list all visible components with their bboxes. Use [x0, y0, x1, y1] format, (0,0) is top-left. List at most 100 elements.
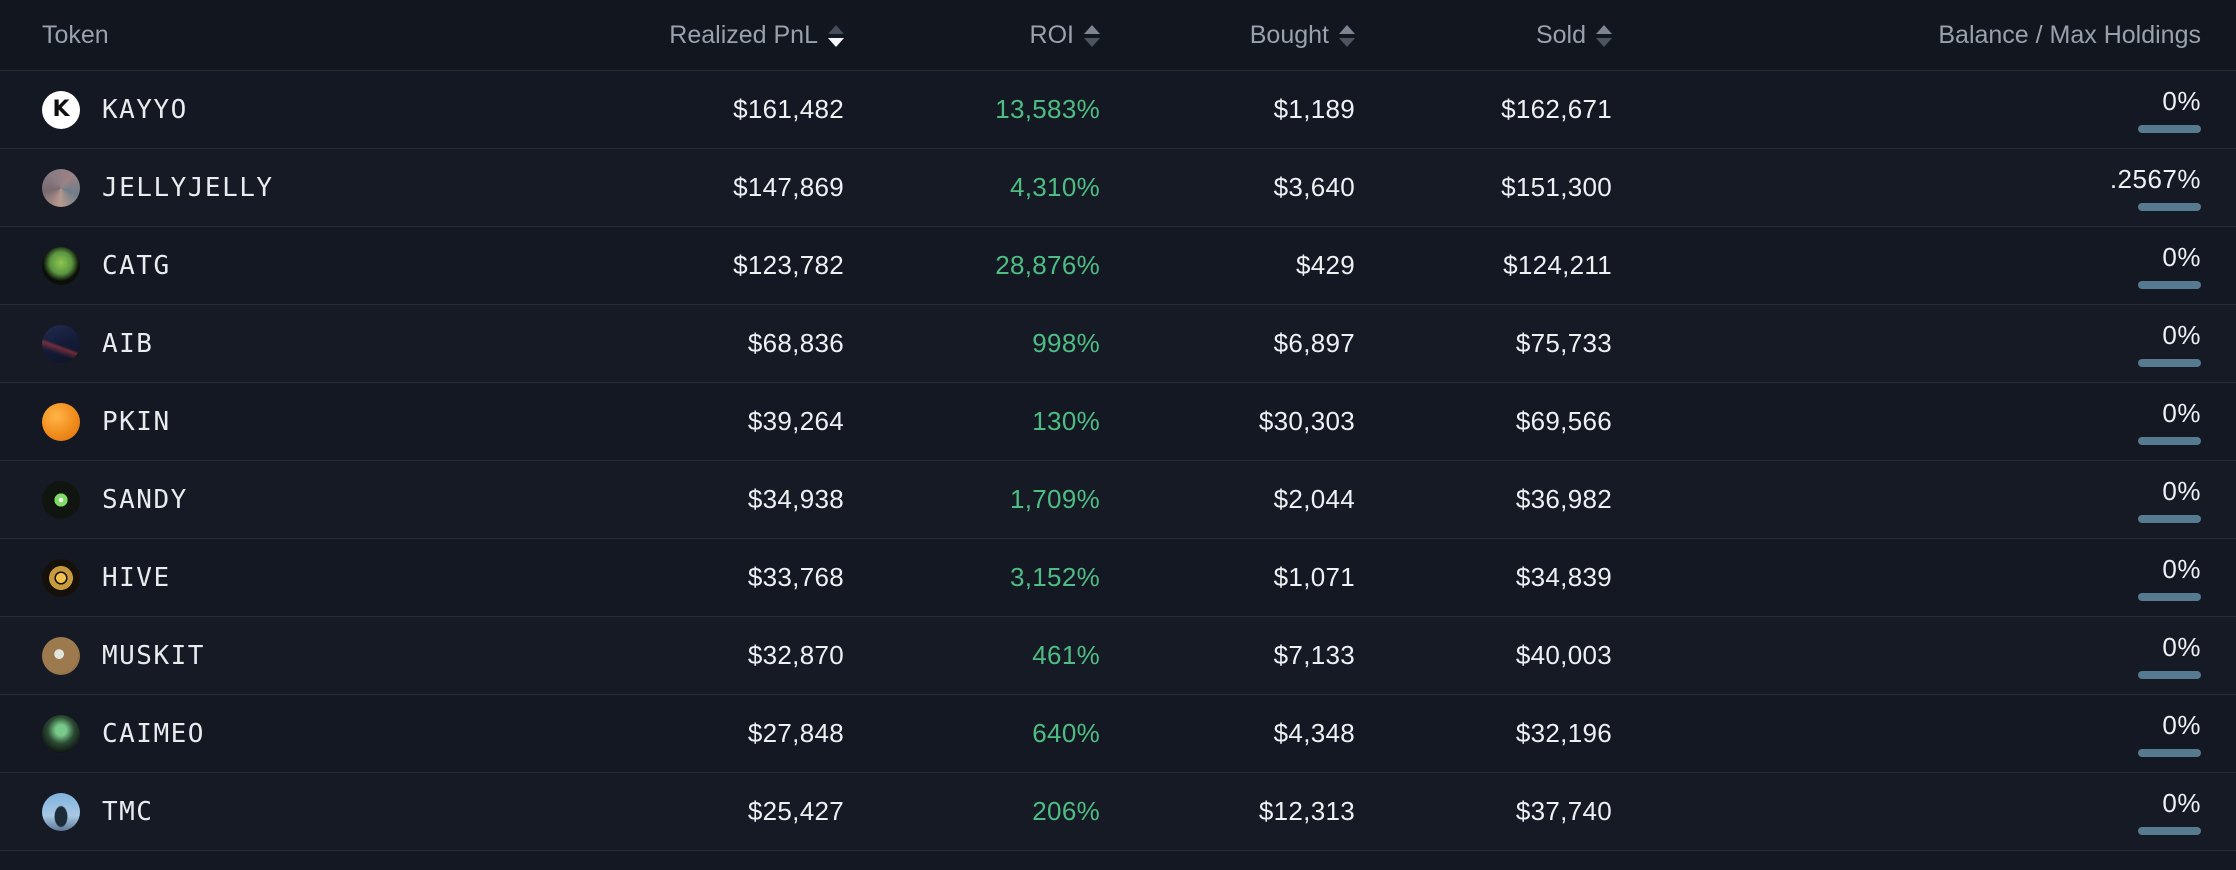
- balance-value: .2567%: [2109, 164, 2201, 194]
- column-header-roi[interactable]: ROI: [844, 21, 1100, 50]
- bought-value: $3,640: [1273, 172, 1355, 202]
- balance-bar: [2138, 437, 2201, 445]
- bought-value: $1,071: [1273, 562, 1355, 592]
- token-avatar-hive-honeycomb: [42, 558, 80, 597]
- balance-bar: [2138, 749, 2201, 757]
- sort-desc-icon: [1084, 38, 1100, 47]
- table-row[interactable]: K KAYYO $161,482 13,583% $1,189 $162,671…: [0, 70, 2236, 148]
- table-row[interactable]: SANDY $34,938 1,709% $2,044 $36,982 0%: [0, 460, 2236, 538]
- sold-value: $124,211: [1503, 250, 1612, 280]
- roi-value: 640%: [1032, 718, 1100, 748]
- roi-value: 130%: [1032, 406, 1100, 436]
- token-name: HIVE: [102, 562, 171, 593]
- sold-value: $151,300: [1501, 172, 1612, 202]
- realized-pnl-value: $33,768: [747, 562, 844, 592]
- table-row[interactable]: AIB $68,836 998% $6,897 $75,733 0%: [0, 304, 2236, 382]
- balance-value: 0%: [2162, 242, 2201, 272]
- bought-value: $429: [1295, 250, 1355, 280]
- sort-asc-icon: [828, 25, 844, 34]
- token-name: MUSKIT: [102, 640, 205, 671]
- column-header-sold[interactable]: Sold: [1355, 21, 1612, 50]
- balance-cell: 0%: [1612, 398, 2201, 445]
- table-row[interactable]: TMC $25,427 206% $12,313 $37,740 0%: [0, 772, 2236, 850]
- table-row[interactable]: MUSKIT $32,870 461% $7,133 $40,003 0%: [0, 616, 2236, 694]
- bought-value: $2,044: [1273, 484, 1355, 514]
- balance-cell: 0%: [1612, 86, 2201, 133]
- sort-desc-icon: [828, 38, 844, 47]
- column-header-balance-max-holdings: Balance / Max Holdings: [1612, 21, 2201, 50]
- token-name: PKIN: [102, 406, 171, 437]
- sold-value: $36,982: [1515, 484, 1612, 514]
- balance-value: 0%: [2162, 398, 2201, 428]
- sold-value: $32,196: [1515, 718, 1612, 748]
- sold-value: $75,733: [1515, 328, 1612, 358]
- sold-value: $34,839: [1515, 562, 1612, 592]
- token-cell: CATG: [42, 246, 542, 285]
- balance-value: 0%: [2162, 710, 2201, 740]
- sold-value: $162,671: [1501, 94, 1612, 124]
- table-row[interactable]: JELLYJELLY $147,869 4,310% $3,640 $151,3…: [0, 148, 2236, 226]
- balance-bar: [2138, 827, 2201, 835]
- sort-desc-icon: [1339, 38, 1355, 47]
- column-header-label: Realized PnL: [669, 20, 818, 49]
- table-row[interactable]: CATG $123,782 28,876% $429 $124,211 0%: [0, 226, 2236, 304]
- token-cell: SANDY: [42, 480, 542, 519]
- sort-arrows-icon: [828, 25, 844, 47]
- sort-arrows-icon: [1339, 25, 1355, 47]
- token-cell: AIB: [42, 324, 542, 363]
- token-cell: PKIN: [42, 402, 542, 441]
- token-name: CATG: [102, 250, 171, 281]
- column-header-label: Balance / Max Holdings: [1938, 20, 2201, 49]
- realized-pnl-value: $32,870: [747, 640, 844, 670]
- realized-pnl-value: $123,782: [733, 250, 844, 280]
- token-avatar-aib-poster: [42, 324, 80, 363]
- bought-value: $1,189: [1273, 94, 1355, 124]
- balance-cell: 0%: [1612, 476, 2201, 523]
- realized-pnl-value: $39,264: [747, 406, 844, 436]
- bought-value: $6,897: [1273, 328, 1355, 358]
- balance-cell: 0%: [1612, 788, 2201, 835]
- table-body: K KAYYO $161,482 13,583% $1,189 $162,671…: [0, 70, 2236, 850]
- balance-bar: [2138, 203, 2201, 211]
- sold-value: $69,566: [1515, 406, 1612, 436]
- token-cell: HIVE: [42, 558, 542, 597]
- roi-value: 461%: [1032, 640, 1100, 670]
- token-name: AIB: [102, 328, 154, 359]
- column-header-realized-pnl[interactable]: Realized PnL: [542, 21, 844, 50]
- roi-value: 13,583%: [995, 94, 1100, 124]
- partial-next-row: [0, 850, 2236, 870]
- balance-value: 0%: [2162, 476, 2201, 506]
- table-row[interactable]: HIVE $33,768 3,152% $1,071 $34,839 0%: [0, 538, 2236, 616]
- balance-cell: .2567%: [1612, 164, 2201, 211]
- token-avatar-catg-green-cat: [42, 246, 80, 285]
- roi-value: 1,709%: [1010, 484, 1100, 514]
- token-name: JELLYJELLY: [102, 172, 274, 203]
- bought-value: $30,303: [1258, 406, 1355, 436]
- sort-asc-icon: [1084, 25, 1100, 34]
- balance-bar: [2138, 671, 2201, 679]
- balance-bar: [2138, 515, 2201, 523]
- sort-asc-icon: [1339, 25, 1355, 34]
- sort-desc-icon: [1596, 38, 1612, 47]
- balance-cell: 0%: [1612, 320, 2201, 367]
- sort-arrows-icon: [1084, 25, 1100, 47]
- token-avatar-caimeo-terminal: [42, 714, 80, 753]
- token-name: CAIMEO: [102, 718, 205, 749]
- realized-pnl-value: $25,427: [747, 796, 844, 826]
- realized-pnl-value: $34,938: [747, 484, 844, 514]
- sold-value: $40,003: [1515, 640, 1612, 670]
- token-name: KAYYO: [102, 94, 188, 125]
- realized-pnl-value: $68,836: [747, 328, 844, 358]
- table-row[interactable]: CAIMEO $27,848 640% $4,348 $32,196 0%: [0, 694, 2236, 772]
- balance-value: 0%: [2162, 320, 2201, 350]
- column-header-bought[interactable]: Bought: [1100, 21, 1355, 50]
- table-row[interactable]: PKIN $39,264 130% $30,303 $69,566 0%: [0, 382, 2236, 460]
- column-header-label: Sold: [1535, 20, 1586, 49]
- column-header-label: Token: [42, 20, 109, 49]
- token-avatar-tmc-figure-sky: [42, 792, 80, 831]
- balance-bar: [2138, 125, 2201, 133]
- token-name: TMC: [102, 796, 154, 827]
- balance-bar: [2138, 359, 2201, 367]
- roi-value: 998%: [1032, 328, 1100, 358]
